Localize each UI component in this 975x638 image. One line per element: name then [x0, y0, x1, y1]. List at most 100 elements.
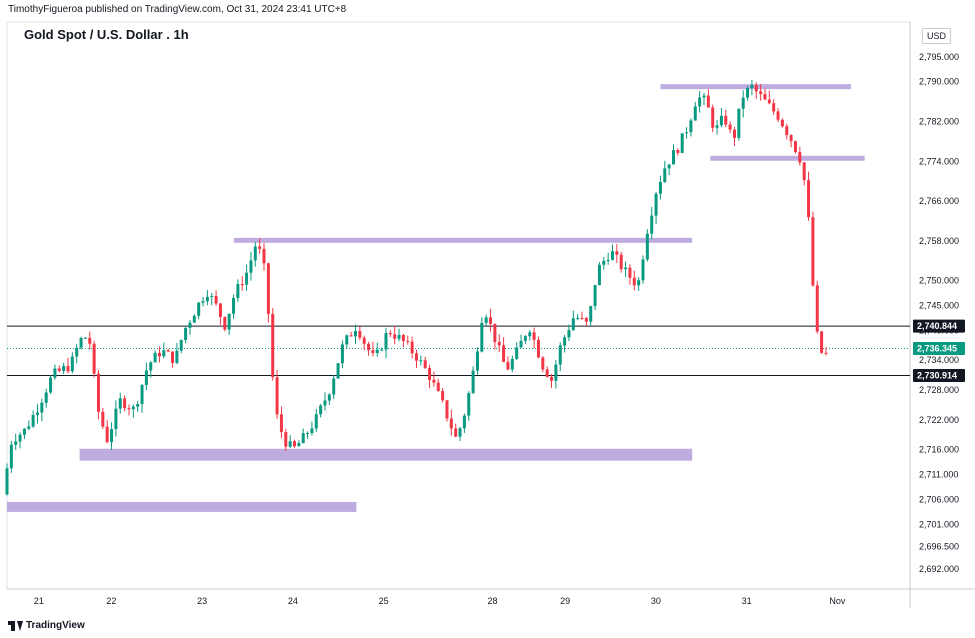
candle-body-187 [820, 331, 824, 353]
footer: TradingView [8, 620, 85, 631]
candle-body-148 [650, 215, 654, 234]
candle-body-117 [515, 347, 519, 359]
candle-body-48 [214, 296, 218, 304]
candle-body-130 [571, 318, 575, 331]
candle-body-145 [637, 280, 641, 286]
candle-body-126 [554, 364, 558, 381]
candle-body-86 [380, 349, 384, 351]
candle-body-105 [462, 415, 466, 429]
candle-body-169 [741, 97, 745, 109]
candle-body-89 [393, 334, 397, 339]
candle-body-147 [645, 233, 649, 260]
candle-body-85 [375, 349, 379, 353]
candle-body-80 [353, 331, 357, 337]
candle-body-146 [641, 259, 645, 281]
candle-body-26 [118, 398, 122, 409]
candle-body-37 [166, 350, 170, 352]
candle-body-11 [53, 368, 57, 378]
candle-body-179 [785, 126, 789, 136]
candle-body-165 [724, 115, 728, 125]
candle-body-17 [79, 337, 83, 348]
candle-body-20 [92, 343, 96, 374]
candle-body-47 [210, 296, 214, 298]
candle-body-91 [401, 335, 405, 341]
candle-body-184 [807, 180, 811, 218]
candle-body-53 [236, 284, 240, 299]
candle-body-64 [284, 432, 288, 447]
level-label-bg-1 [913, 369, 965, 383]
level-labels: 2,740.844 2,730.914 2,736.345 [913, 319, 965, 383]
candle-body-72 [319, 405, 323, 415]
candle-body-16 [75, 347, 79, 357]
candle-body-22 [101, 411, 105, 427]
candle-body-137 [602, 260, 606, 265]
level-label-2: 2,736.345 [917, 344, 957, 354]
candle-body-152 [667, 164, 671, 169]
y-tick-1: 2,790.000 [919, 77, 959, 87]
candle-body-142 [624, 267, 628, 270]
candle-body-98 [432, 379, 436, 383]
candle-body-43 [192, 315, 196, 323]
candle-body-151 [663, 168, 667, 183]
candle-body-13 [62, 366, 66, 371]
zone-2 [233, 237, 693, 243]
candle-body-2 [14, 441, 18, 445]
candle-body-177 [776, 111, 780, 120]
candle-body-0 [5, 468, 9, 495]
candle-body-185 [811, 217, 815, 286]
candle-body-107 [471, 370, 475, 394]
y-tick-12: 2,716.000 [919, 445, 959, 455]
candle-body-9 [44, 392, 48, 403]
candle-body-21 [96, 373, 100, 412]
y-tick-10: 2,728.000 [919, 385, 959, 395]
candle-body-111 [489, 317, 493, 324]
candle-body-156 [685, 132, 689, 134]
candle-body-71 [314, 414, 318, 429]
candle-body-57 [253, 246, 257, 261]
y-tick-13: 2,711.000 [919, 470, 958, 480]
candles-layer [5, 80, 828, 496]
candle-body-10 [49, 377, 53, 393]
candle-body-93 [410, 341, 414, 354]
candle-body-128 [563, 337, 567, 346]
x-tick-28: 28 [488, 596, 498, 606]
candle-body-129 [567, 330, 571, 338]
candle-body-34 [153, 352, 157, 363]
candle-body-73 [323, 400, 327, 406]
candle-body-113 [497, 342, 501, 346]
y-tick-0: 2,795.000 [919, 52, 959, 62]
x-tick-25: 25 [379, 596, 389, 606]
candle-body-154 [676, 149, 680, 153]
candle-body-115 [506, 361, 510, 370]
candle-body-87 [384, 333, 388, 350]
candle-body-49 [218, 303, 222, 317]
candle-body-134 [589, 306, 593, 322]
candle-body-159 [698, 97, 702, 107]
candle-body-76 [336, 363, 340, 379]
candle-body-149 [654, 193, 658, 216]
candle-body-55 [245, 272, 249, 285]
level-label-bg-2 [913, 342, 965, 356]
candle-body-122 [536, 339, 540, 358]
candle-body-125 [550, 376, 554, 381]
candle-body-61 [271, 313, 275, 378]
candle-body-52 [232, 298, 236, 314]
candle-body-66 [293, 441, 297, 447]
candle-body-74 [327, 394, 331, 401]
candle-body-7 [35, 412, 39, 415]
candle-body-167 [732, 129, 736, 138]
candle-body-45 [201, 301, 205, 303]
x-tick-29: 29 [560, 596, 570, 606]
candle-body-173 [759, 91, 763, 95]
currency-button[interactable]: USD [922, 28, 952, 44]
x-tick-Nov: Nov [829, 596, 846, 606]
candle-body-31 [140, 384, 144, 405]
candle-body-170 [746, 87, 750, 98]
candle-body-120 [528, 332, 532, 337]
x-axis: 21 22 23 24 25 28 29 30 31 Nov [34, 596, 846, 606]
y-tick-7: 2,745.000 [919, 301, 959, 311]
candle-body-18 [83, 337, 87, 339]
x-tick-24: 24 [288, 596, 298, 606]
chart-title: Gold Spot / U.S. Dollar . 1h [24, 27, 189, 42]
